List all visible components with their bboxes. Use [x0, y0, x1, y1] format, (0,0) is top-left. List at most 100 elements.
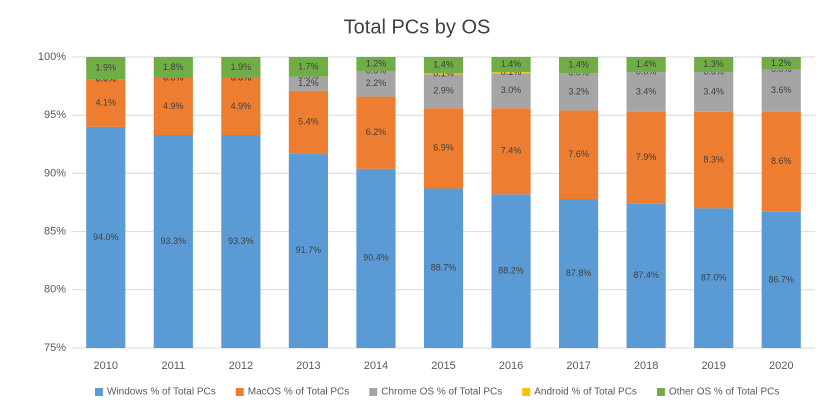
x-tick-label: 2013 [296, 360, 320, 372]
y-tick-label: 85% [44, 226, 66, 238]
data-label: 1.4% [636, 59, 657, 69]
bar-segment [761, 211, 801, 348]
legend-swatch [522, 388, 531, 396]
y-tick-label: 100% [38, 51, 66, 63]
data-label: 91.7% [296, 245, 322, 255]
bar-segment [288, 90, 328, 154]
bar-segment [694, 111, 734, 209]
legend-swatch [235, 388, 244, 396]
data-label: 86.7% [768, 274, 794, 284]
x-tick-label: 2019 [701, 360, 725, 372]
data-label: 1.2% [771, 58, 792, 68]
bar-segment [153, 77, 193, 135]
bar-segment [356, 168, 396, 348]
x-tick-label: 2015 [431, 360, 455, 372]
bar-segment [626, 111, 666, 204]
data-label: 3.0% [501, 85, 522, 95]
data-label: 87.4% [633, 270, 659, 280]
x-tick-label: 2012 [229, 360, 253, 372]
data-label: 2.2% [366, 78, 387, 88]
data-label: 2.9% [433, 86, 454, 96]
bar-segment [626, 203, 666, 348]
data-label: 4.9% [163, 101, 184, 111]
bar-segment [761, 69, 801, 112]
data-label: 3.4% [703, 86, 724, 96]
bar-segment [491, 194, 531, 348]
data-label: 4.1% [96, 97, 117, 107]
bar-segment [86, 79, 126, 127]
x-tick-label: 2011 [161, 360, 185, 372]
data-label: 8.3% [703, 154, 724, 164]
data-label: 87.0% [701, 273, 727, 283]
data-label: 93.3% [161, 236, 187, 246]
y-tick-label: 80% [44, 284, 66, 296]
y-tick-label: 75% [44, 342, 66, 354]
bar-segment [694, 57, 734, 73]
data-label: 8.6% [771, 156, 792, 166]
bar-segment [559, 199, 599, 348]
bar-segment [761, 57, 801, 70]
bar-segment [288, 153, 328, 348]
bar-segment [356, 57, 396, 71]
data-label: 4.9% [231, 101, 252, 111]
bar-segment [491, 73, 531, 109]
bar-segment [356, 96, 396, 169]
bar-segment [423, 74, 464, 109]
data-label: 6.9% [433, 143, 454, 153]
data-label: 1.9% [231, 62, 252, 72]
data-label: 1.2% [366, 58, 387, 68]
legend-label: Windows % of Total PCs [107, 387, 216, 398]
data-label: 1.4% [433, 60, 454, 70]
legend-label: MacOS % of Total PCs [248, 387, 350, 398]
x-tick-label: 2014 [364, 360, 388, 372]
x-tick-label: 2016 [499, 360, 523, 372]
bar-segment [288, 76, 328, 91]
data-label: 94.0% [93, 232, 119, 242]
data-label: 6.2% [366, 127, 387, 137]
bar-segment [423, 57, 464, 74]
x-tick-label: 2017 [566, 360, 590, 372]
bar-segment [423, 108, 464, 189]
x-tick-label: 2018 [634, 360, 658, 372]
data-label: 3.2% [568, 86, 589, 96]
data-label: 1.2% [298, 78, 319, 88]
bar-segment [559, 57, 599, 74]
legend-swatch [369, 388, 378, 396]
data-label: 1.4% [568, 60, 589, 70]
bar-segment [423, 73, 464, 75]
bar-segment [153, 57, 193, 78]
legend-label: Chrome OS % of Total PCs [381, 387, 502, 398]
bar-segment [626, 57, 666, 73]
data-label: 3.6% [771, 85, 792, 95]
data-label: 7.6% [568, 149, 589, 159]
bar-segment [221, 57, 261, 78]
data-label: 3.4% [636, 86, 657, 96]
bar-segment [356, 70, 396, 97]
data-label: 1.7% [298, 61, 319, 71]
data-label: 1.9% [96, 62, 117, 72]
bar-segment [761, 111, 801, 212]
data-label: 87.8% [566, 268, 592, 278]
bar-segment [86, 57, 126, 80]
data-label: 1.4% [501, 59, 522, 69]
bar-segment [491, 57, 531, 73]
x-tick-label: 2010 [94, 360, 118, 372]
legend-label: Other OS % of Total PCs [669, 387, 779, 398]
chart-title: Total PCs by OS [344, 16, 491, 38]
data-label: 1.3% [703, 59, 724, 69]
legend-label: Android % of Total PCs [534, 387, 637, 398]
bar-segment [491, 108, 531, 195]
bar-segment [288, 57, 328, 77]
data-label: 7.4% [501, 146, 522, 156]
bar-segment [153, 134, 193, 348]
bar-segment [221, 134, 261, 348]
bar-segment [559, 73, 599, 111]
bar-segment [491, 72, 531, 74]
data-label: 90.4% [363, 253, 389, 263]
data-label: 88.2% [498, 266, 524, 276]
bar-segment [694, 208, 734, 348]
bar-segment [423, 188, 464, 348]
bar-segment [86, 126, 126, 348]
data-label: 1.8% [163, 62, 184, 72]
